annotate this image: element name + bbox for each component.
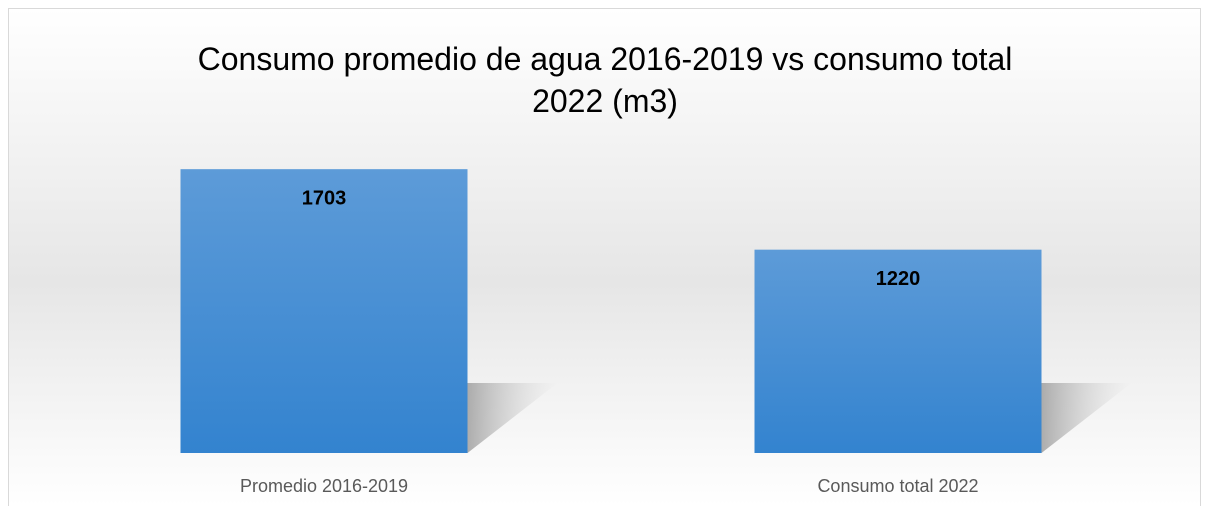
x-tick-label: Promedio 2016-2019 (240, 476, 408, 496)
bar-shadow (467, 383, 558, 453)
chart-title: Consumo promedio de agua 2016-2019 vs co… (197, 41, 1013, 119)
bar (180, 169, 468, 453)
bar (754, 249, 1042, 453)
bar-shadow (1041, 383, 1132, 453)
value-label: 1703 (302, 187, 347, 209)
value-label: 1220 (876, 268, 921, 290)
x-tick-label: Consumo total 2022 (817, 476, 978, 496)
